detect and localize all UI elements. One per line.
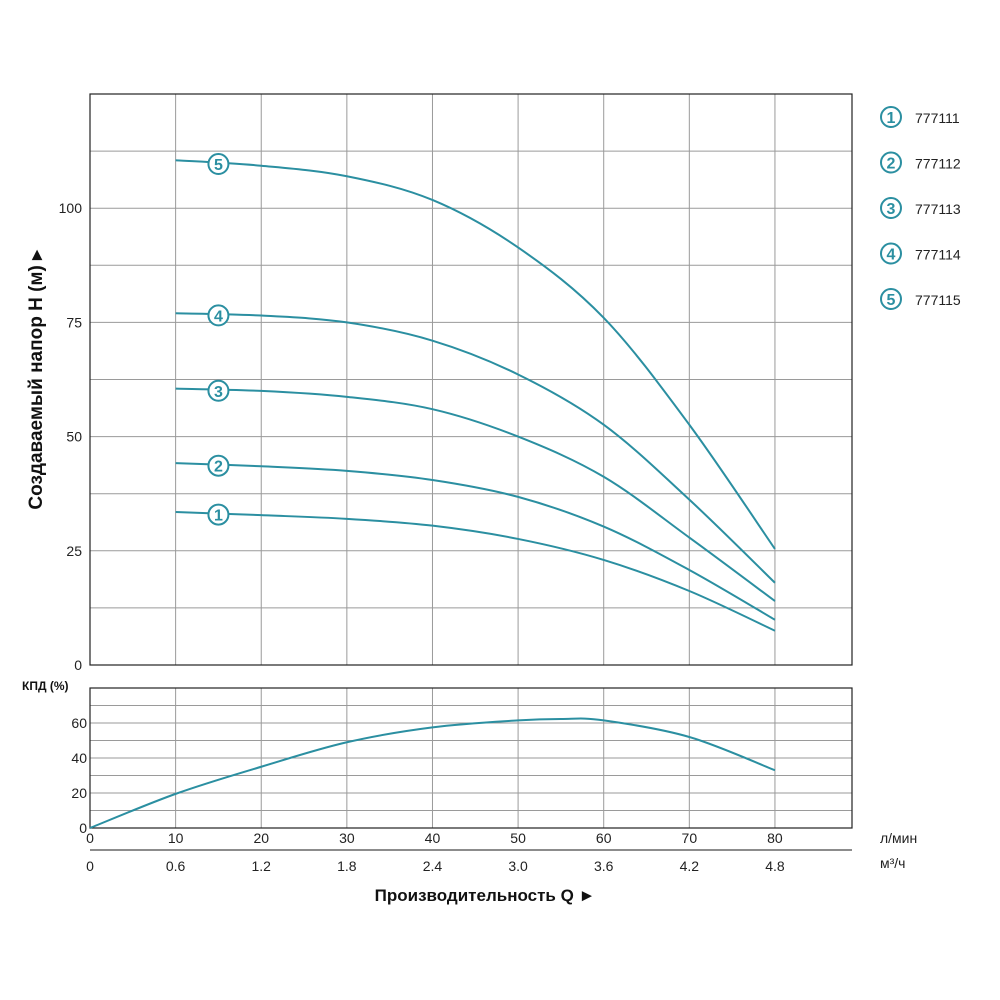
- legend-entry: 777112: [915, 156, 961, 172]
- efficiency-tick-label: 60: [71, 715, 87, 731]
- legend-entry: 777115: [915, 292, 961, 308]
- x-secondary-tick-label: 0.6: [166, 858, 186, 874]
- x-axis-title: Производительность Q ►: [375, 886, 596, 905]
- x-tick-label: 20: [253, 830, 269, 846]
- x-tick-label: 10: [168, 830, 184, 846]
- legend-marker-number: 1: [887, 110, 896, 127]
- efficiency-curve: [89, 717, 776, 829]
- curve-marker-number: 1: [214, 508, 223, 525]
- y-tick-label: 50: [66, 429, 82, 445]
- curve-marker-circle: [207, 304, 230, 327]
- head-curve-777114: [175, 312, 776, 584]
- legend-entry: 777114: [915, 247, 961, 263]
- legend-marker-circle: [880, 197, 902, 219]
- curves: 1 2 3 4 5: [89, 152, 776, 829]
- head-curve-777111: [175, 510, 776, 632]
- legend-marker-number: 3: [887, 201, 896, 218]
- x-secondary-tick-label: 0: [86, 858, 94, 874]
- y-tick-label: 75: [66, 314, 82, 330]
- y-axis-title: Создаваемый напор H (м) ▸: [26, 249, 47, 510]
- x-secondary-tick-label: 4.2: [680, 858, 700, 874]
- curve-marker-circle: [207, 379, 230, 402]
- curve-marker-number: 5: [214, 157, 223, 174]
- x-tick-label: 80: [767, 830, 783, 846]
- x-tick-label: 70: [682, 830, 698, 846]
- head-curve-777113: [175, 387, 776, 602]
- x-tick-label: 0: [86, 830, 94, 846]
- x-tick-label: 60: [596, 830, 612, 846]
- legend-marker-circle: [880, 106, 902, 128]
- efficiency-tick-label: 0: [79, 820, 87, 836]
- curve-marker-circle: [207, 503, 230, 526]
- head-curve-777115: [175, 159, 776, 550]
- legend-entry: 777113: [915, 201, 961, 217]
- x-secondary-tick-label: 2.4: [423, 858, 443, 874]
- y-tick-label: 100: [59, 200, 83, 216]
- x-tick-label: 50: [510, 830, 526, 846]
- legend-marker-number: 5: [887, 292, 896, 309]
- x-tick-label: 30: [339, 830, 355, 846]
- legend-marker-circle: [880, 242, 902, 265]
- efficiency-tick-label: 20: [71, 785, 87, 801]
- y-tick-label: 0: [74, 657, 82, 673]
- x-unit-secondary: м³/ч: [880, 855, 905, 871]
- y-tick-label: 25: [66, 543, 82, 559]
- efficiency-grid: [89, 687, 853, 851]
- curve-marker-number: 2: [214, 459, 223, 476]
- efficiency-tick-label: 40: [71, 750, 87, 766]
- curve-marker-number: 3: [214, 384, 223, 401]
- curve-marker-number: 4: [214, 308, 223, 325]
- head-curve-777112: [175, 462, 776, 621]
- x-unit-primary: л/мин: [880, 830, 917, 846]
- x-secondary-tick-label: 4.8: [765, 858, 785, 874]
- legend-marker-circle: [880, 288, 902, 310]
- curve-marker-circle: [207, 152, 230, 175]
- legend-marker-circle: [880, 151, 902, 174]
- legend-marker-number: 4: [887, 247, 896, 264]
- efficiency-axis-title: КПД (%): [22, 679, 69, 693]
- x-secondary-tick-label: 3.6: [594, 858, 614, 874]
- legend-entry: 777111: [915, 110, 960, 126]
- x-secondary-tick-label: 3.0: [508, 858, 528, 874]
- legend-marker-number: 2: [887, 156, 896, 173]
- plot-frame: [89, 687, 853, 829]
- head-grid: [89, 93, 853, 666]
- x-secondary-tick-label: 1.8: [337, 858, 357, 874]
- x-tick-label: 40: [425, 830, 441, 846]
- plot-frame: [89, 93, 853, 666]
- curve-marker-circle: [207, 454, 230, 477]
- x-secondary-tick-label: 1.2: [252, 858, 272, 874]
